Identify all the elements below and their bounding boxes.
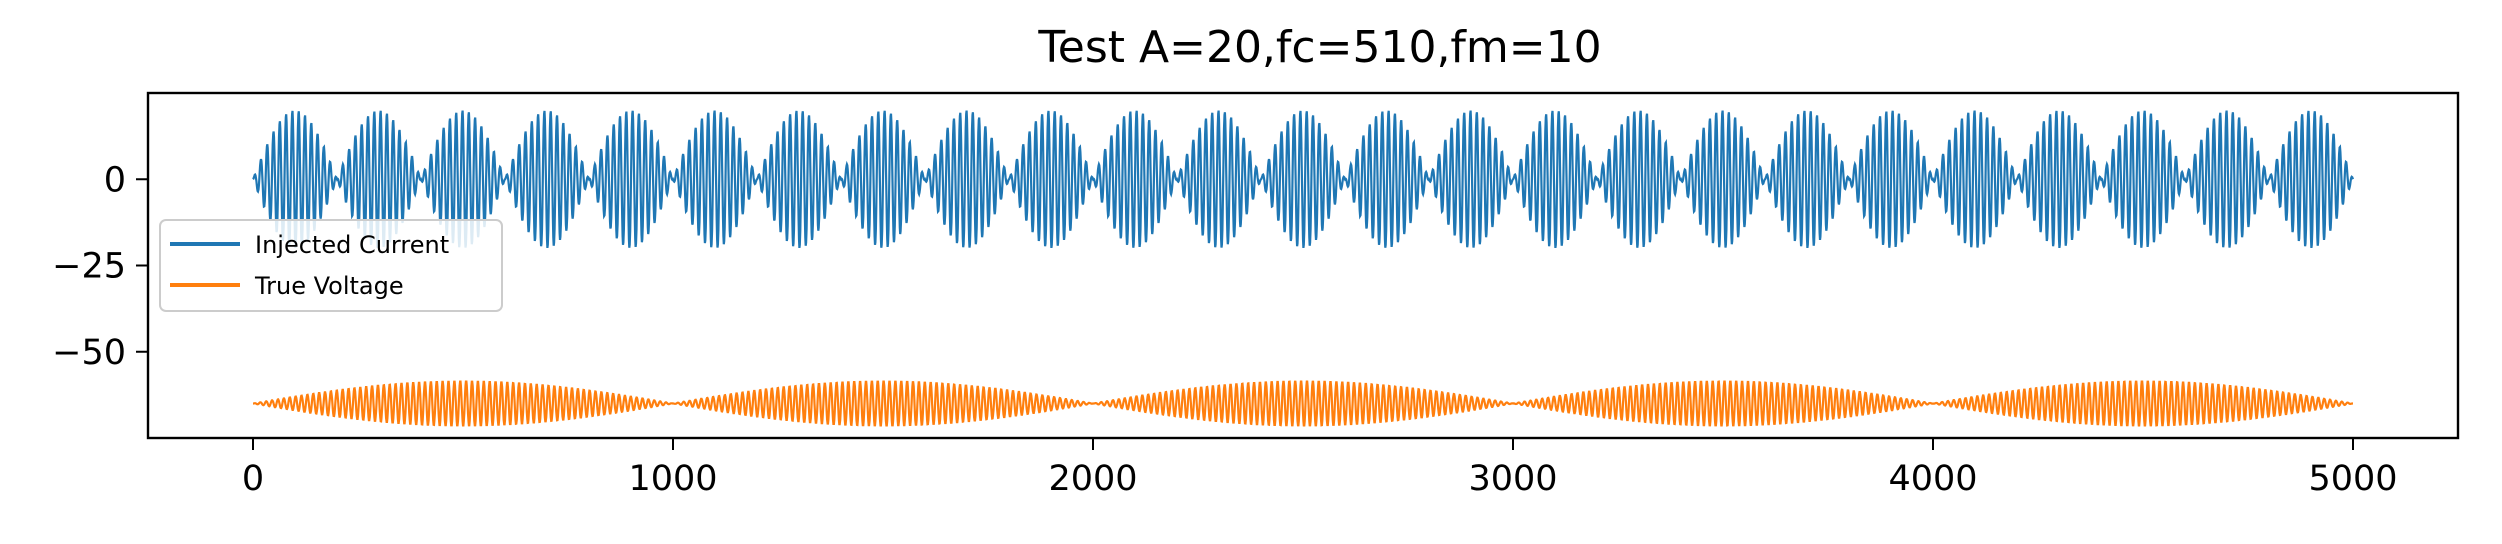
x-tick-label: 0 bbox=[242, 459, 264, 499]
x-tick-label: 2000 bbox=[1048, 459, 1137, 499]
x-tick-label: 1000 bbox=[628, 459, 717, 499]
legend-label: True Voltage bbox=[254, 272, 404, 300]
x-axis: 0 1000 2000 3000 4000 5000 bbox=[242, 438, 2398, 499]
y-axis: 0 −25 −50 bbox=[52, 160, 148, 373]
plot-area bbox=[252, 110, 2355, 427]
legend: Injected Current True Voltage bbox=[159, 219, 503, 312]
y-tick-label: −50 bbox=[52, 333, 126, 373]
chart-title: Test A=20,fc=510,fm=10 bbox=[1037, 22, 1601, 73]
legend-box bbox=[159, 219, 503, 312]
y-tick-label: −25 bbox=[52, 247, 126, 287]
x-tick-label: 5000 bbox=[2308, 459, 2397, 499]
x-tick-label: 4000 bbox=[1888, 459, 1977, 499]
x-tick-label: 3000 bbox=[1468, 459, 1557, 499]
series-line-injected-current bbox=[252, 110, 2355, 249]
y-tick-label: 0 bbox=[104, 160, 126, 200]
legend-label: Injected Current bbox=[255, 231, 449, 259]
series-line-true-voltage bbox=[253, 380, 2353, 427]
